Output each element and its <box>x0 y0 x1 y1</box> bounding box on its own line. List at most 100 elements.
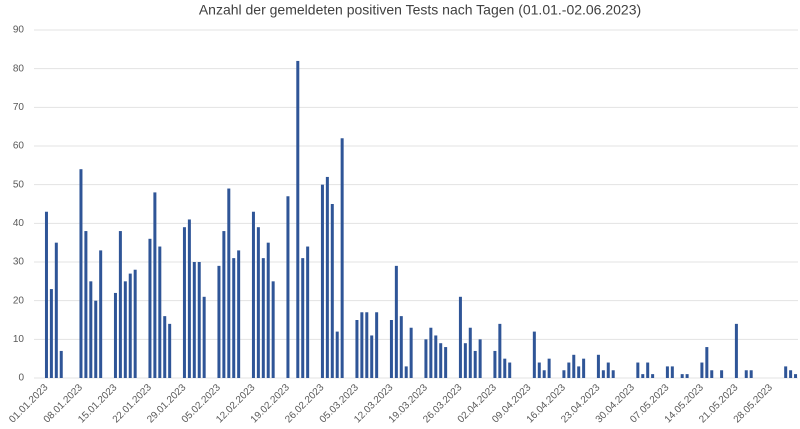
y-tick-label: 20 <box>13 295 25 306</box>
bar <box>611 370 615 378</box>
bar <box>232 258 236 378</box>
bar <box>256 227 260 378</box>
bar <box>296 60 300 378</box>
bar <box>271 281 275 378</box>
bar <box>148 238 152 378</box>
bar <box>646 362 650 378</box>
bar <box>601 370 605 378</box>
bar <box>562 370 566 378</box>
bar <box>749 370 753 378</box>
bar <box>670 366 674 378</box>
bar <box>577 366 581 378</box>
bar <box>399 316 403 378</box>
bar <box>794 374 798 378</box>
y-tick-label: 10 <box>13 334 25 345</box>
bar <box>547 358 551 378</box>
bar <box>636 362 640 378</box>
y-tick-label: 80 <box>13 63 25 74</box>
bar <box>182 227 186 378</box>
bar <box>128 273 132 378</box>
y-tick-label: 40 <box>13 218 25 229</box>
bar <box>444 347 448 378</box>
bar <box>641 374 645 378</box>
bar <box>389 320 393 378</box>
bar <box>202 296 206 378</box>
bar <box>394 265 398 378</box>
bar <box>409 327 413 378</box>
bar <box>320 184 324 378</box>
y-tick-label: 0 <box>18 373 24 384</box>
y-tick-label: 50 <box>13 179 25 190</box>
bar <box>158 246 162 378</box>
bar <box>700 362 704 378</box>
bar <box>503 358 507 378</box>
bar <box>49 289 53 378</box>
bar <box>606 362 610 378</box>
bar <box>84 231 88 378</box>
bar <box>123 281 127 378</box>
bar <box>59 350 63 378</box>
bar <box>734 323 738 378</box>
bar <box>567 362 571 378</box>
bar <box>685 374 689 378</box>
bar <box>133 269 137 378</box>
bar <box>163 316 167 378</box>
bar <box>665 366 669 378</box>
chart-title: Anzahl der gemeldeten positiven Tests na… <box>199 2 641 18</box>
bar <box>44 211 48 378</box>
bar <box>192 262 196 378</box>
bar <box>118 231 122 378</box>
bar <box>537 362 541 378</box>
bar <box>227 188 231 378</box>
bar <box>340 138 344 378</box>
bar <box>468 327 472 378</box>
bar <box>498 323 502 378</box>
bar <box>301 258 305 378</box>
bar <box>355 320 359 378</box>
bar <box>458 296 462 378</box>
y-tick-label: 90 <box>13 25 25 36</box>
bar <box>54 242 58 378</box>
bar <box>251 211 255 378</box>
bar <box>360 312 364 378</box>
bar <box>404 366 408 378</box>
bar <box>463 343 467 378</box>
bar <box>217 265 221 378</box>
bar <box>113 292 117 378</box>
bar <box>365 312 369 378</box>
bar <box>286 196 290 378</box>
bar <box>325 176 329 378</box>
bar <box>222 231 226 378</box>
bar <box>370 335 374 378</box>
bar <box>79 169 83 378</box>
bar <box>789 370 793 378</box>
bar <box>680 374 684 378</box>
bar <box>89 281 93 378</box>
bar <box>99 250 103 378</box>
bar <box>493 350 497 378</box>
bar <box>335 331 339 378</box>
bar <box>237 250 241 378</box>
bar <box>651 374 655 378</box>
bar <box>187 219 191 378</box>
bar <box>508 362 512 378</box>
bar <box>94 300 98 378</box>
bar <box>306 246 310 378</box>
bar <box>168 323 172 378</box>
bar <box>439 343 443 378</box>
bar <box>261 258 265 378</box>
bar <box>478 339 482 378</box>
y-tick-label: 30 <box>13 257 25 268</box>
bar <box>784 366 788 378</box>
bar <box>720 370 724 378</box>
bar <box>596 354 600 378</box>
bar <box>434 335 438 378</box>
bar <box>424 339 428 378</box>
bar <box>542 370 546 378</box>
y-tick-label: 60 <box>13 141 25 152</box>
bar <box>375 312 379 378</box>
bar <box>429 327 433 378</box>
bar <box>582 358 586 378</box>
bar <box>266 242 270 378</box>
